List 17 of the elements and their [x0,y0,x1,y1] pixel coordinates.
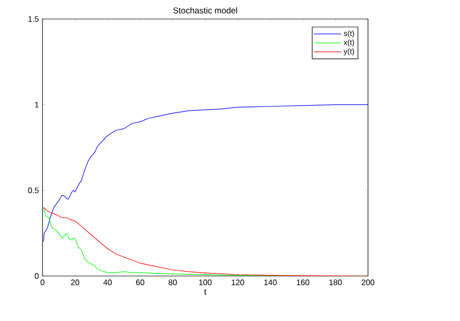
x-tick-label: 0 [40,280,44,286]
y-tick-label: 0 [34,273,39,279]
y-tick-label: 0.5 [28,188,39,194]
x-tick-label: 180 [329,280,342,286]
x-tick-label: 80 [168,280,177,286]
x-tick-label: 140 [264,280,277,286]
x-tick-label: 60 [136,280,144,286]
x-tick-label: 100 [199,280,212,286]
x-axis-title: t [204,289,206,295]
x-tick-label: 40 [103,280,112,286]
x-tick-label: 120 [232,280,244,286]
chart-title: Stochastic model [173,7,238,14]
x-tick-label: 200 [362,280,374,286]
y-tick-label: 1.5 [28,16,39,22]
x-tick-label: 160 [296,280,310,286]
x-tick-label: 20 [71,280,80,286]
y-tick-label: 1 [35,102,39,108]
